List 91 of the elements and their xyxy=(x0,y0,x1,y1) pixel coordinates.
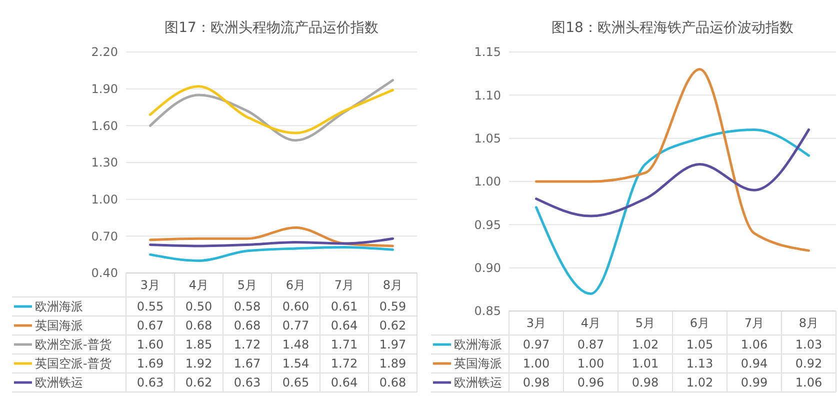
data-label: 1.00 xyxy=(522,356,550,371)
y-tick-label: 1.10 xyxy=(474,88,501,102)
y-tick-label: 2.20 xyxy=(91,45,118,60)
line-series xyxy=(149,85,394,134)
line-series xyxy=(535,68,810,252)
data-label: 0.77 xyxy=(282,318,310,333)
x-tick-label: 5月 xyxy=(635,316,656,330)
data-label: 1.72 xyxy=(330,356,358,371)
data-label: 0.58 xyxy=(234,300,261,314)
x-tick-label: 7月 xyxy=(744,316,764,330)
data-label: 0.63 xyxy=(234,376,261,390)
data-label: 0.68 xyxy=(379,376,406,390)
legend-label: 欧洲铁运 xyxy=(35,376,83,390)
data-label: 0.63 xyxy=(136,376,164,390)
x-tick-label: 8月 xyxy=(382,278,403,292)
legend-label: 欧洲海派 xyxy=(35,300,83,314)
y-tick-label: 1.60 xyxy=(91,118,118,133)
x-tick-label: 6月 xyxy=(286,278,306,292)
data-label: 1.69 xyxy=(136,356,164,371)
data-label: 0.98 xyxy=(632,376,659,390)
data-label: 0.87 xyxy=(577,338,604,352)
data-label: 1.92 xyxy=(185,356,212,371)
chart-title: 图17：欧洲头程物流产品运价指数 xyxy=(164,20,378,36)
y-tick-label: 1.00 xyxy=(91,192,118,207)
y-tick-label: 0.95 xyxy=(474,218,501,232)
legend-label: 欧洲空派-普货 xyxy=(35,338,112,352)
x-tick-label: 4月 xyxy=(188,278,209,292)
data-label: 1.06 xyxy=(740,338,768,352)
data-label: 1.01 xyxy=(632,356,659,371)
data-label: 1.03 xyxy=(795,338,822,352)
data-label: 1.02 xyxy=(632,338,659,352)
y-tick-label: 0.90 xyxy=(474,261,501,276)
data-label: 1.72 xyxy=(234,338,261,352)
legend-label: 英国空派-普货 xyxy=(35,356,112,371)
y-tick-label: 1.90 xyxy=(91,82,118,96)
data-label: 1.67 xyxy=(234,356,261,371)
data-label: 1.48 xyxy=(282,338,310,352)
y-tick-label: 1.00 xyxy=(474,174,501,189)
data-label: 0.67 xyxy=(136,318,164,333)
legend-label: 欧洲铁运 xyxy=(454,376,502,390)
x-tick-label: 8月 xyxy=(798,316,819,330)
x-tick-label: 7月 xyxy=(334,278,354,292)
legend-label: 英国海派 xyxy=(35,318,83,333)
data-label: 0.64 xyxy=(330,376,358,390)
data-label: 0.64 xyxy=(330,318,358,333)
line-series xyxy=(149,237,394,248)
data-label: 0.65 xyxy=(282,376,310,390)
data-label: 1.89 xyxy=(379,356,406,371)
y-tick-label: 1.05 xyxy=(474,132,501,146)
data-label: 0.50 xyxy=(185,300,212,314)
data-label: 0.61 xyxy=(330,300,358,314)
y-tick-label: 1.15 xyxy=(474,45,501,60)
line-series xyxy=(149,226,394,248)
data-label: 0.68 xyxy=(234,318,261,333)
legend-label: 英国海派 xyxy=(454,356,502,371)
data-label: 0.98 xyxy=(522,376,550,390)
line-series xyxy=(535,128,810,218)
data-label: 1.85 xyxy=(185,338,212,352)
data-label: 0.96 xyxy=(577,376,604,390)
data-label: 1.00 xyxy=(577,356,604,371)
data-label: 0.99 xyxy=(740,376,768,390)
y-tick-label: 0.70 xyxy=(91,229,118,244)
data-label: 1.06 xyxy=(795,376,822,390)
line-series xyxy=(535,128,810,295)
data-label: 1.60 xyxy=(136,338,164,352)
data-label: 1.97 xyxy=(379,338,406,352)
data-label: 0.92 xyxy=(795,356,822,371)
data-label: 0.97 xyxy=(522,338,550,352)
data-label: 1.71 xyxy=(330,338,358,352)
data-label: 1.02 xyxy=(686,376,714,390)
data-label: 0.59 xyxy=(379,300,406,314)
data-label: 0.68 xyxy=(185,318,212,333)
x-tick-label: 3月 xyxy=(140,278,160,292)
data-label: 0.94 xyxy=(740,356,768,371)
data-label: 0.55 xyxy=(136,300,164,314)
y-tick-label: 1.30 xyxy=(91,156,118,170)
chart-title: 图18：欧洲头程海铁产品运价波动指数 xyxy=(552,20,794,36)
x-tick-label: 6月 xyxy=(690,316,710,330)
data-label: 0.60 xyxy=(282,300,310,314)
x-tick-label: 4月 xyxy=(580,316,601,330)
data-label: 1.13 xyxy=(686,356,714,371)
x-tick-label: 5月 xyxy=(237,278,258,292)
legend-label: 欧洲海派 xyxy=(454,338,502,352)
line-series xyxy=(149,246,394,262)
x-tick-label: 3月 xyxy=(526,316,546,330)
data-label: 0.62 xyxy=(379,318,406,333)
data-label: 1.54 xyxy=(282,356,310,371)
data-label: 0.62 xyxy=(185,376,212,390)
y-tick-label: 0.40 xyxy=(91,266,118,280)
y-tick-label: 0.85 xyxy=(474,304,501,318)
data-label: 1.05 xyxy=(686,338,714,352)
